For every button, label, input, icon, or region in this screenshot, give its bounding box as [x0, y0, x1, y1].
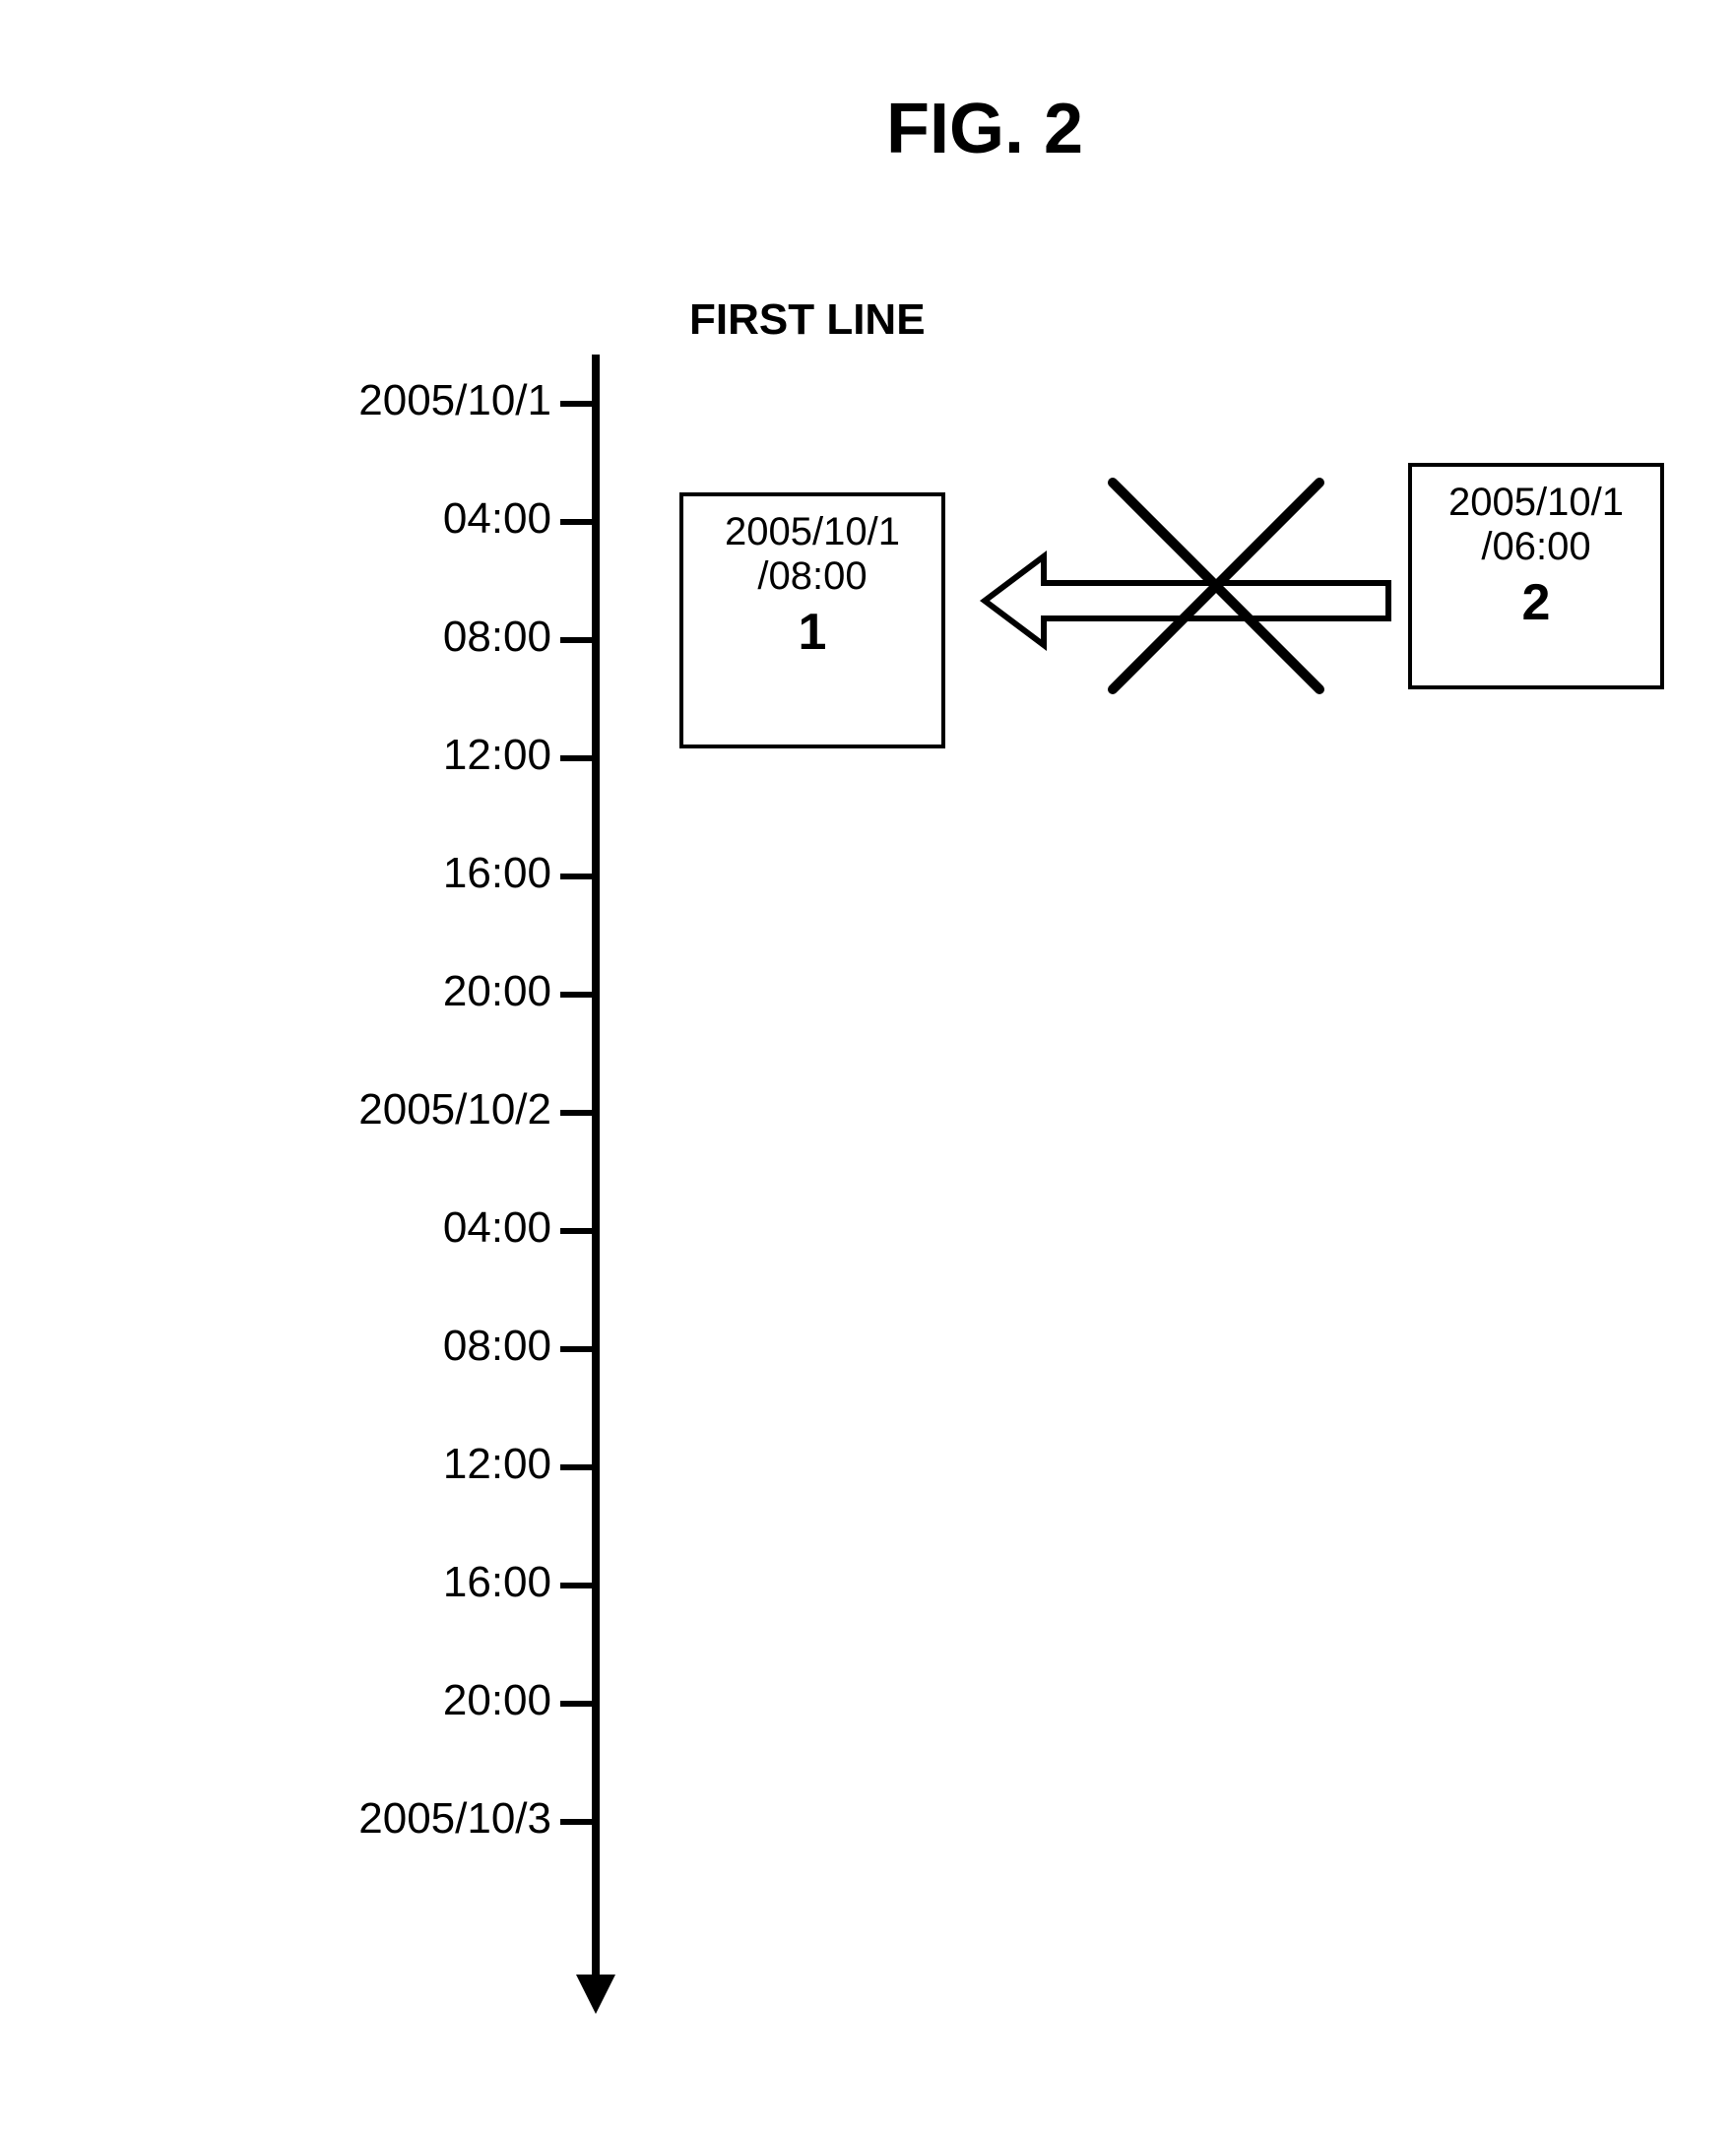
figure-page: FIG. 2 FIRST LINE 2005/10/1 04:00 08:00 12:00… [0, 0, 1736, 2138]
axis-tick [560, 1110, 596, 1116]
figure-title: FIG. 2 [886, 89, 1083, 169]
event-number: 1 [683, 603, 941, 662]
axis-tick-label: 2005/10/1 [276, 376, 551, 425]
axis-tick-label: 12:00 [276, 1440, 551, 1489]
axis-tick [560, 1346, 596, 1352]
event-date: 2005/10/1 [683, 510, 941, 554]
axis-tick-label: 2005/10/2 [276, 1085, 551, 1134]
axis-tick [560, 755, 596, 761]
axis-tick [560, 992, 596, 998]
column-header-first-line: FIRST LINE [689, 295, 926, 345]
axis-tick [560, 1583, 596, 1588]
time-axis-line [592, 355, 600, 1975]
axis-tick [560, 637, 596, 643]
cross-line [1113, 483, 1319, 689]
cross-line [1113, 483, 1319, 689]
axis-tick-label: 16:00 [276, 849, 551, 898]
axis-tick [560, 1228, 596, 1234]
axis-tick [560, 519, 596, 525]
axis-tick-label: 08:00 [276, 1322, 551, 1371]
event-number: 2 [1412, 573, 1660, 632]
event-time: /08:00 [683, 554, 941, 599]
axis-tick [560, 401, 596, 407]
axis-tick [560, 1701, 596, 1707]
axis-tick [560, 1819, 596, 1825]
axis-tick-label: 20:00 [276, 967, 551, 1016]
event-date: 2005/10/1 [1412, 481, 1660, 525]
axis-tick-label: 04:00 [276, 1203, 551, 1253]
axis-tick-label: 20:00 [276, 1676, 551, 1725]
axis-tick-label: 04:00 [276, 494, 551, 544]
axis-tick-label: 16:00 [276, 1558, 551, 1607]
axis-tick-label: 08:00 [276, 613, 551, 662]
axis-tick-label: 2005/10/3 [276, 1794, 551, 1844]
event-time: /06:00 [1412, 525, 1660, 569]
time-axis-arrowhead [576, 1975, 615, 2014]
axis-tick [560, 1464, 596, 1470]
event-1: 2005/10/1/08:001 [679, 492, 945, 748]
axis-tick [560, 874, 596, 879]
event-2: 2005/10/1/06:002 [1408, 463, 1664, 689]
block-arrow-left [985, 556, 1388, 645]
axis-tick-label: 12:00 [276, 731, 551, 780]
